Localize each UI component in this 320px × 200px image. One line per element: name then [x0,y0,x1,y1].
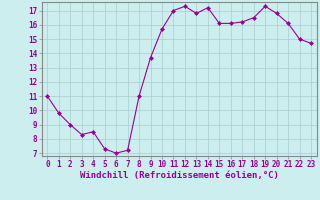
X-axis label: Windchill (Refroidissement éolien,°C): Windchill (Refroidissement éolien,°C) [80,171,279,180]
